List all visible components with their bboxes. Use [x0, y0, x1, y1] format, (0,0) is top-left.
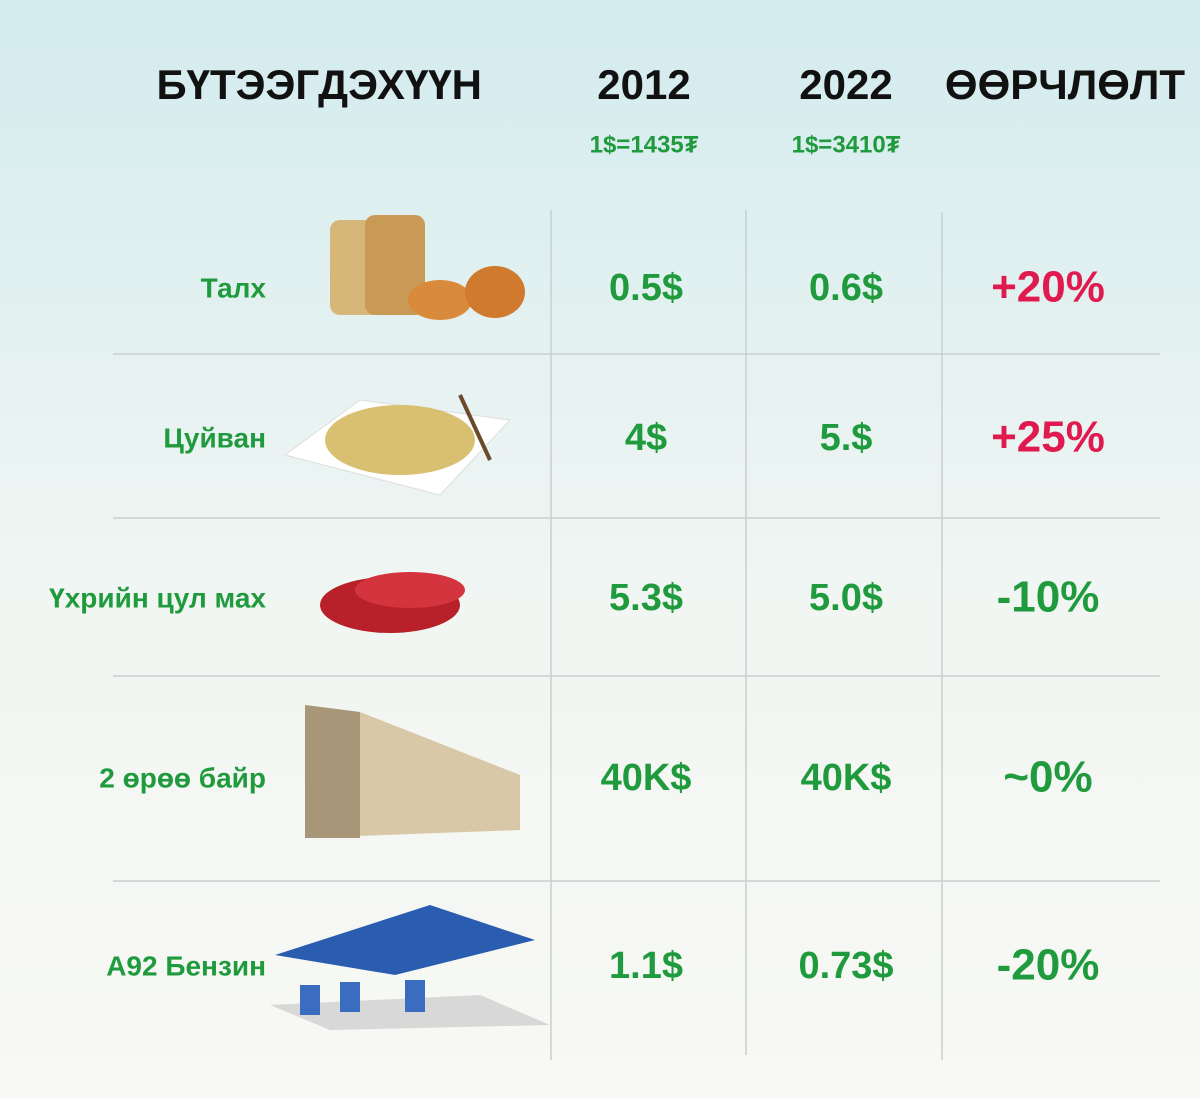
price-2022: 0.73$	[798, 945, 893, 987]
column-header: БҮТЭЭГДЭХҮҮН	[156, 61, 482, 108]
change: -20%	[997, 941, 1100, 990]
price-2012: 5.3$	[609, 577, 683, 619]
price-2012: 1.1$	[609, 945, 683, 987]
product-name: Талх	[201, 272, 267, 303]
change: +25%	[991, 413, 1105, 462]
product-name: Үхрийн цул мах	[49, 582, 266, 613]
price-2022: 5.$	[820, 417, 873, 459]
price-2022: 0.6$	[809, 267, 883, 309]
price-2012: 40K$	[601, 757, 692, 799]
price-2012: 0.5$	[609, 267, 683, 309]
bread-image	[330, 215, 525, 320]
change: ~0%	[1003, 753, 1092, 802]
gas-station-image	[270, 905, 550, 1030]
product-name: Цуйван	[163, 422, 266, 453]
change: +20%	[991, 263, 1105, 312]
building-image	[305, 705, 520, 838]
column-header: ӨӨРЧЛӨЛТ	[945, 61, 1185, 108]
meat-image	[320, 572, 465, 633]
illustrations	[270, 215, 550, 1030]
price-2012: 4$	[625, 417, 667, 459]
exchange-rate: 1$=1435₮	[590, 131, 699, 158]
price-2022: 5.0$	[809, 577, 883, 619]
product-name: А92 Бензин	[106, 950, 266, 981]
product-name: 2 өрөө байр	[99, 762, 266, 793]
noodle-image	[283, 394, 512, 496]
table: БҮТЭЭГДЭХҮҮН 2012 2022 ӨӨРЧЛӨЛТ 1$=1435₮…	[49, 61, 1185, 990]
change: -10%	[997, 573, 1100, 622]
grid-lines	[113, 210, 1160, 1060]
column-header: 2012	[597, 61, 690, 108]
price-2022: 40K$	[801, 757, 892, 799]
column-header: 2022	[799, 61, 892, 108]
exchange-rate: 1$=3410₮	[792, 131, 901, 158]
